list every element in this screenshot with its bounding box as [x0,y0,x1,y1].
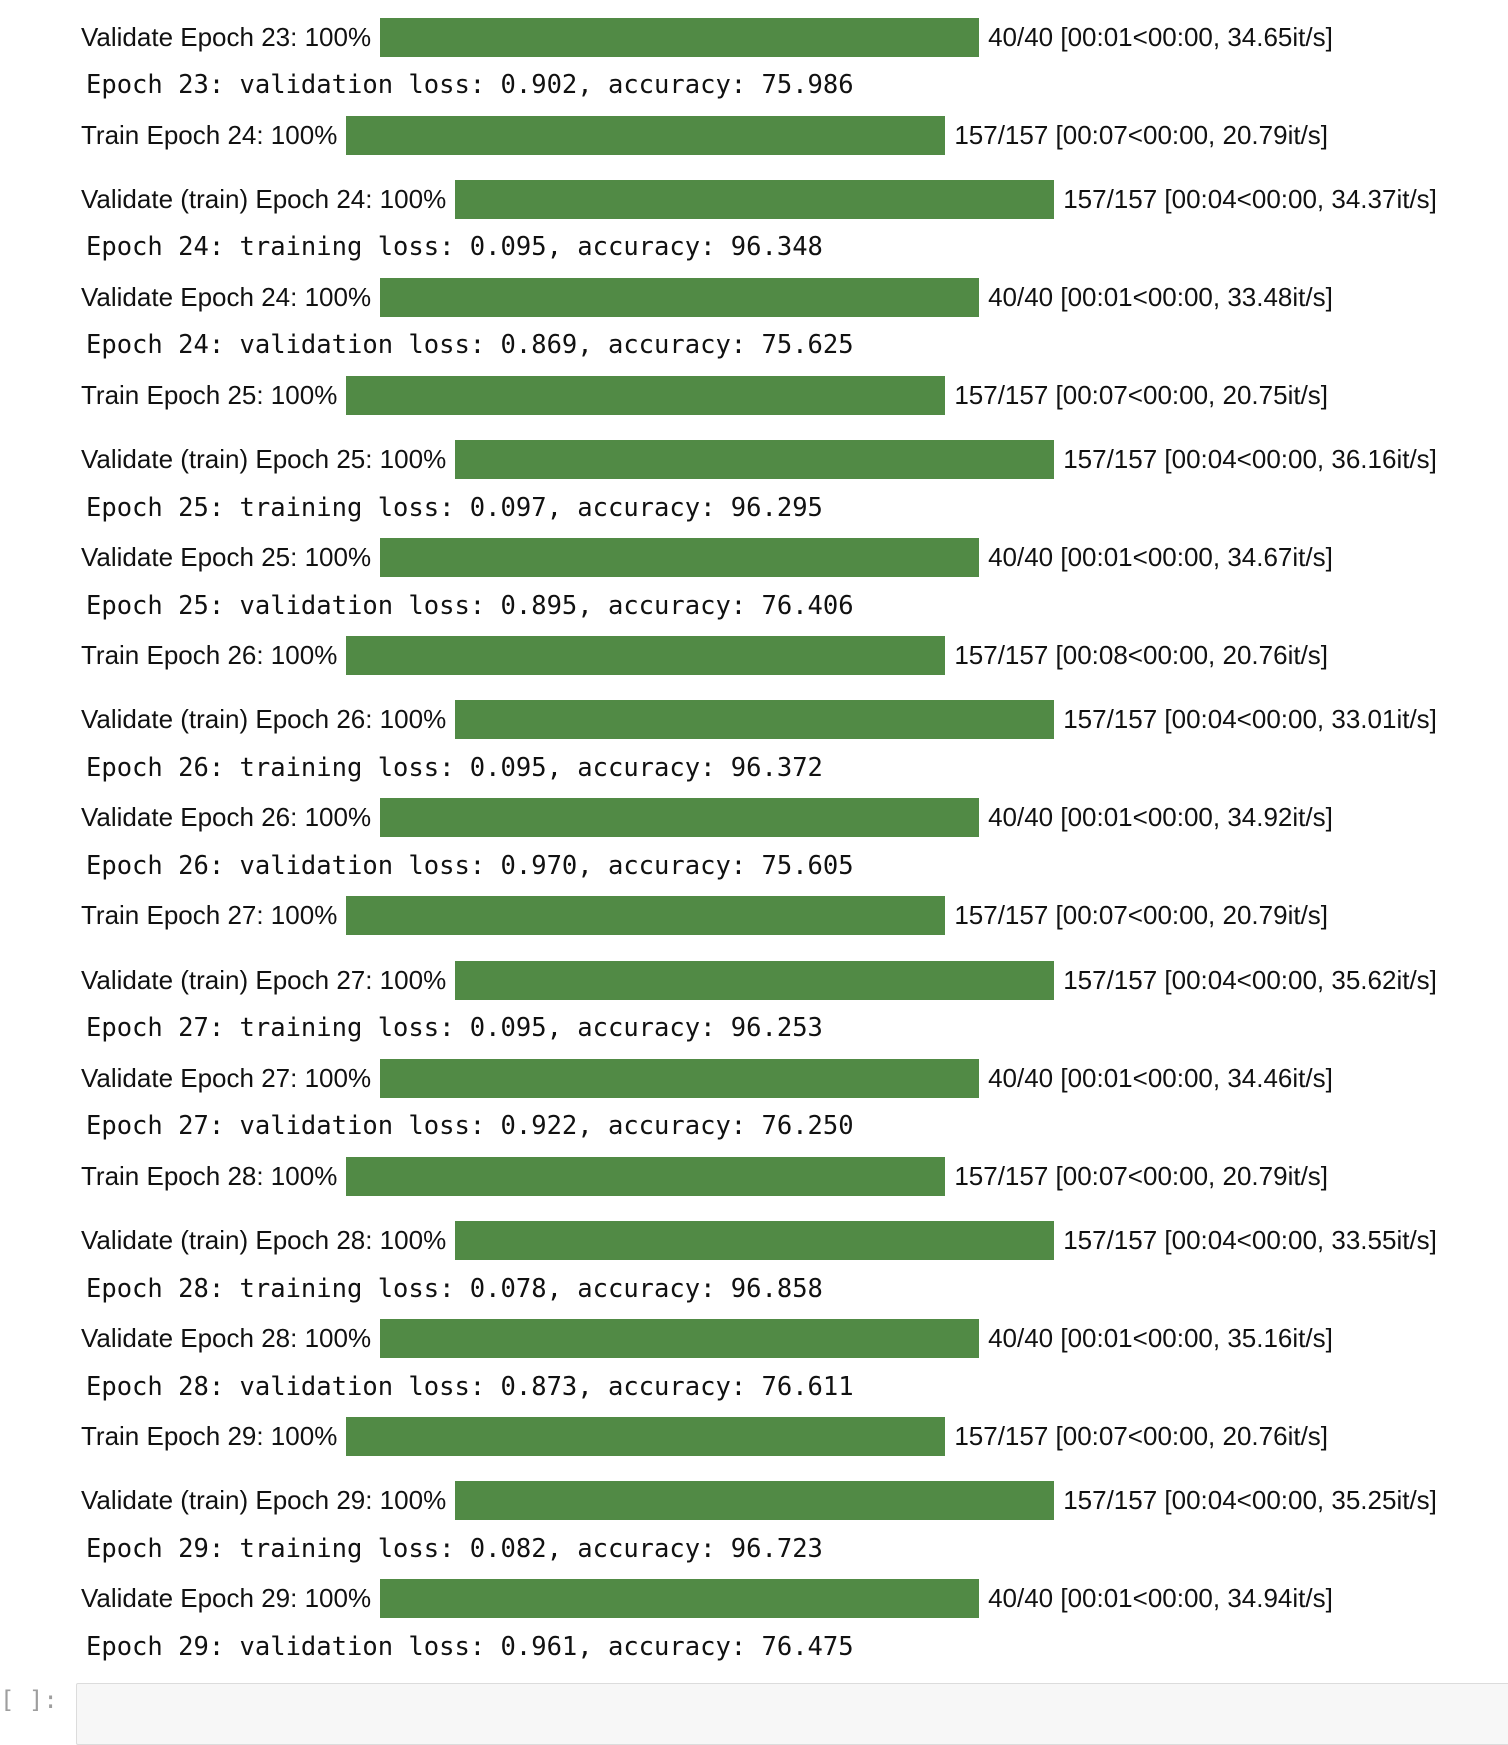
progress-row: Validate (train) Epoch 26: 100% 157/157 [… [81,700,1437,740]
progress-stats: 157/157 [00:04<00:00, 35.62it/s] [1063,964,1437,995]
progress-stats: 157/157 [00:07<00:00, 20.75it/s] [954,379,1329,410]
code-input[interactable] [76,1683,1508,1745]
progress-label: Validate Epoch 26: 100% [81,802,372,833]
progress-bar [455,440,1055,480]
progress-label: Validate Epoch 27: 100% [81,1062,372,1093]
progress-label: Validate (train) Epoch 24: 100% [81,183,447,214]
notebook-output: {"output": {"rows": [ {"kind": "progress… [0,17,1508,1745]
progress-label: Validate (train) Epoch 26: 100% [81,704,447,735]
progress-bar [455,1221,1055,1260]
progress-row: Train Epoch 28: 100% 157/157 [00:07<00:00… [81,1156,1328,1196]
progress-stats: 40/40 [00:01<00:00, 34.65it/s] [988,21,1333,52]
progress-label: Validate Epoch 28: 100% [81,1323,372,1353]
progress-row: Train Epoch 24: 100% 157/157 [00:07<00:00… [81,115,1328,155]
progress-label: Train Epoch 27: 100% [81,900,338,931]
progress-stats: 157/157 [00:08<00:00, 20.76it/s] [954,640,1329,671]
log-line: Epoch 26: validation loss: 0.970, accura… [86,850,854,881]
log-line: Epoch 26: training loss: 0.095, accuracy… [86,752,823,783]
progress-bar [380,1319,980,1358]
progress-stats: 157/157 [00:04<00:00, 33.55it/s] [1063,1225,1437,1255]
progress-bar [380,17,980,57]
progress-stats: 157/157 [00:04<00:00, 33.01it/s] [1063,704,1437,735]
progress-bar [380,798,980,838]
progress-stats: 40/40 [00:01<00:00, 34.46it/s] [988,1062,1333,1093]
progress-label: Validate (train) Epoch 27: 100% [81,964,447,995]
progress-bar [346,1417,946,1456]
progress-row: Validate (train) Epoch 28: 100% 157/157 [… [81,1221,1437,1261]
progress-bar [455,179,1055,219]
progress-label: Validate Epoch 25: 100% [81,542,372,573]
progress-bar [346,1156,946,1196]
progress-bar [380,1058,980,1098]
progress-row: Validate Epoch 25: 100% 40/40 [00:01<00:0… [81,538,1333,578]
progress-stats: 157/157 [00:07<00:00, 20.79it/s] [954,1160,1329,1191]
progress-row: Train Epoch 27: 100% 157/157 [00:07<00:00… [81,896,1328,936]
progress-stats: 157/157 [00:07<00:00, 20.79it/s] [954,900,1329,931]
log-line: Epoch 29: training loss: 0.082, accuracy… [86,1533,823,1564]
progress-row: Train Epoch 25: 100% 157/157 [00:07<00:00… [81,375,1328,415]
log-line: Epoch 25: validation loss: 0.895, accura… [86,590,854,621]
progress-row: Validate (train) Epoch 29: 100% 157/157 [… [81,1481,1437,1521]
log-line: Epoch 24: training loss: 0.095, accuracy… [86,232,823,263]
progress-stats: 157/157 [00:04<00:00, 35.25it/s] [1063,1485,1437,1516]
progress-bar [455,960,1055,1000]
cell-prompt: [ ]: [0,1686,58,1714]
progress-label: Validate Epoch 23: 100% [81,21,372,52]
progress-bar [346,115,946,155]
progress-stats: 157/157 [00:07<00:00, 20.79it/s] [954,119,1329,150]
progress-bar [346,375,946,415]
progress-label: Train Epoch 24: 100% [81,119,338,150]
progress-stats: 40/40 [00:01<00:00, 35.16it/s] [988,1323,1333,1353]
progress-row: Validate (train) Epoch 25: 100% 157/157 [… [81,440,1437,480]
progress-label: Validate (train) Epoch 25: 100% [81,444,447,475]
progress-row: Validate (train) Epoch 24: 100% 157/157 [… [81,179,1437,219]
progress-row: Validate Epoch 23: 100% 40/40 [00:01<00:0… [81,17,1333,57]
progress-label: Train Epoch 25: 100% [81,379,338,410]
log-line: Epoch 28: validation loss: 0.873, accura… [86,1371,854,1402]
progress-row: Validate (train) Epoch 27: 100% 157/157 [… [81,960,1437,1000]
log-line: Epoch 25: training loss: 0.097, accuracy… [86,492,823,523]
log-line: Epoch 23: validation loss: 0.902, accura… [86,70,854,100]
progress-stats: 40/40 [00:01<00:00, 33.48it/s] [988,281,1333,312]
progress-row: Validate Epoch 29: 100% 40/40 [00:01<00:0… [81,1579,1333,1619]
progress-stats: 157/157 [00:07<00:00, 20.76it/s] [954,1421,1329,1451]
progress-label: Validate Epoch 29: 100% [81,1583,372,1614]
log-line: Epoch 29: validation loss: 0.961, accura… [86,1631,854,1662]
progress-stats: 157/157 [00:04<00:00, 36.16it/s] [1063,444,1437,475]
progress-label: Validate (train) Epoch 28: 100% [81,1225,447,1255]
progress-label: Validate (train) Epoch 29: 100% [81,1485,447,1516]
progress-row: Train Epoch 26: 100% 157/157 [00:08<00:00… [81,636,1328,676]
progress-bar [455,700,1055,740]
progress-label: Validate Epoch 24: 100% [81,281,372,312]
progress-bar [346,636,946,676]
progress-bar [346,896,946,936]
log-line: Epoch 28: training loss: 0.078, accuracy… [86,1273,823,1304]
progress-row: Validate Epoch 24: 100% 40/40 [00:01<00:0… [81,277,1333,317]
progress-bar [380,1579,980,1619]
log-line: Epoch 27: validation loss: 0.922, accura… [86,1111,854,1142]
log-line: Epoch 27: training loss: 0.095, accuracy… [86,1013,823,1044]
progress-stats: 40/40 [00:01<00:00, 34.67it/s] [988,542,1333,573]
log-line: Epoch 24: validation loss: 0.869, accura… [86,330,854,361]
progress-label: Train Epoch 26: 100% [81,640,338,671]
progress-stats: 157/157 [00:04<00:00, 34.37it/s] [1063,183,1437,214]
progress-label: Train Epoch 29: 100% [81,1421,338,1451]
progress-stats: 40/40 [00:01<00:00, 34.92it/s] [988,802,1333,833]
progress-row: Train Epoch 29: 100% 157/157 [00:07<00:00… [81,1417,1328,1457]
progress-stats: 40/40 [00:01<00:00, 34.94it/s] [988,1583,1333,1614]
progress-bar [380,538,980,578]
progress-row: Validate Epoch 27: 100% 40/40 [00:01<00:0… [81,1058,1333,1098]
progress-label: Train Epoch 28: 100% [81,1160,338,1191]
progress-row: Validate Epoch 28: 100% 40/40 [00:01<00:0… [81,1319,1333,1359]
progress-row: Validate Epoch 26: 100% 40/40 [00:01<00:0… [81,798,1333,838]
progress-bar [380,277,980,317]
progress-bar [455,1481,1055,1521]
